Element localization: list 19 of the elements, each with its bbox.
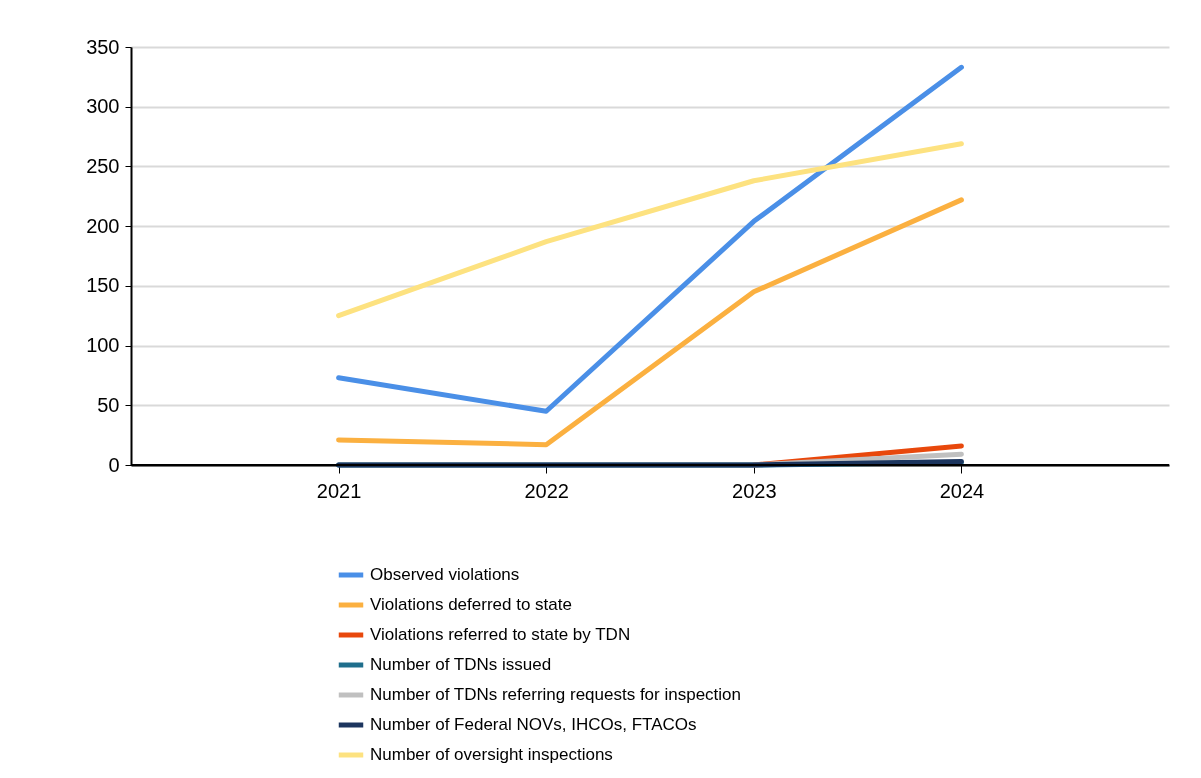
y-tick-label: 300	[86, 95, 120, 118]
y-tick-label: 200	[86, 214, 120, 237]
y-tick-label: 50	[97, 393, 120, 416]
x-tick-label: 2023	[732, 479, 777, 502]
legend-label: Violations deferred to state	[370, 595, 572, 614]
y-tick-label: 150	[86, 274, 120, 297]
legend-label: Number of Federal NOVs, IHCOs, FTACOs	[370, 715, 697, 734]
x-tick-label: 2024	[939, 479, 985, 502]
y-tick-label: 250	[86, 154, 120, 177]
legend-label: Number of oversight inspections	[370, 745, 613, 764]
y-tick-label: 0	[108, 453, 120, 476]
legend-label: Observed violations	[370, 565, 520, 584]
y-tick-label: 350	[86, 35, 120, 58]
x-tick-label: 2021	[316, 479, 362, 502]
legend-label: Number of TDNs issued	[370, 655, 552, 674]
x-tick-label: 2022	[524, 479, 569, 502]
legend-label: Violations referred to state by TDN	[370, 625, 631, 644]
legend-label: Number of TDNs referring requests for inspection	[370, 685, 742, 704]
y-tick-label: 100	[86, 334, 120, 357]
